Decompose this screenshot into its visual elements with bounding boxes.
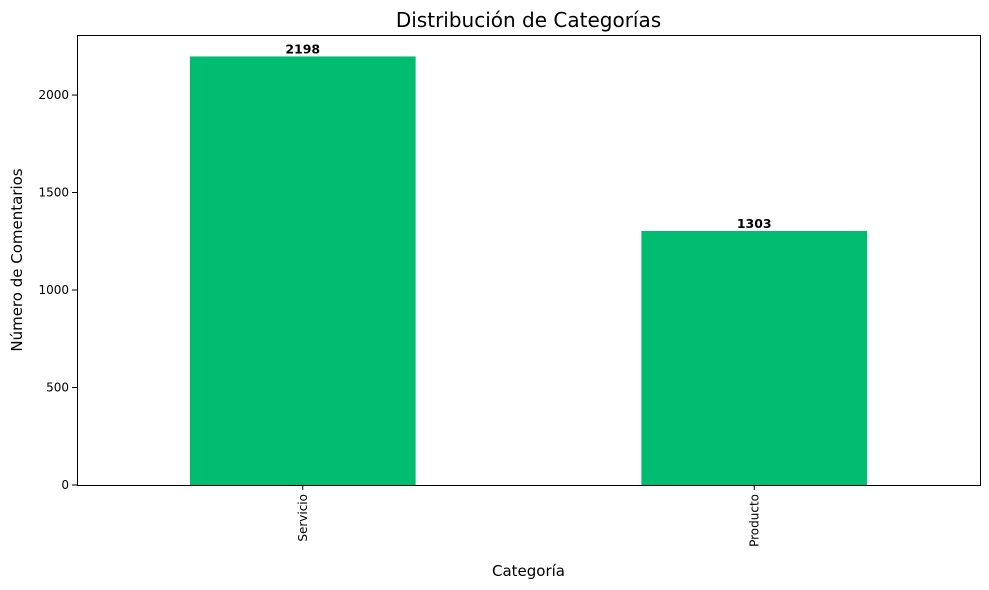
y-tick-label: 1000 xyxy=(38,283,69,297)
bars-group xyxy=(189,56,868,485)
y-axis: 0 500 1000 1500 2000 xyxy=(38,88,77,492)
data-label-servicio: 2198 xyxy=(285,41,320,56)
bar-servicio xyxy=(189,56,416,485)
data-labels-group: 2198 1303 xyxy=(285,41,771,231)
chart-title: Distribución de Categorías xyxy=(396,8,661,32)
bar-producto xyxy=(641,230,868,485)
y-tick-label: 1500 xyxy=(38,186,69,200)
x-axis-label: Categoría xyxy=(492,562,565,580)
x-axis: Servicio Producto xyxy=(296,485,761,547)
data-label-producto: 1303 xyxy=(737,216,772,231)
x-tick-label-producto: Producto xyxy=(747,494,761,547)
y-tick-label: 2000 xyxy=(38,88,69,102)
plot-area-frame xyxy=(77,35,981,486)
x-tick-label-servicio: Servicio xyxy=(296,494,310,542)
y-tick-label: 500 xyxy=(46,381,69,395)
y-axis-label: Número de Comentarios xyxy=(8,168,26,351)
y-tick-label: 0 xyxy=(61,478,69,492)
